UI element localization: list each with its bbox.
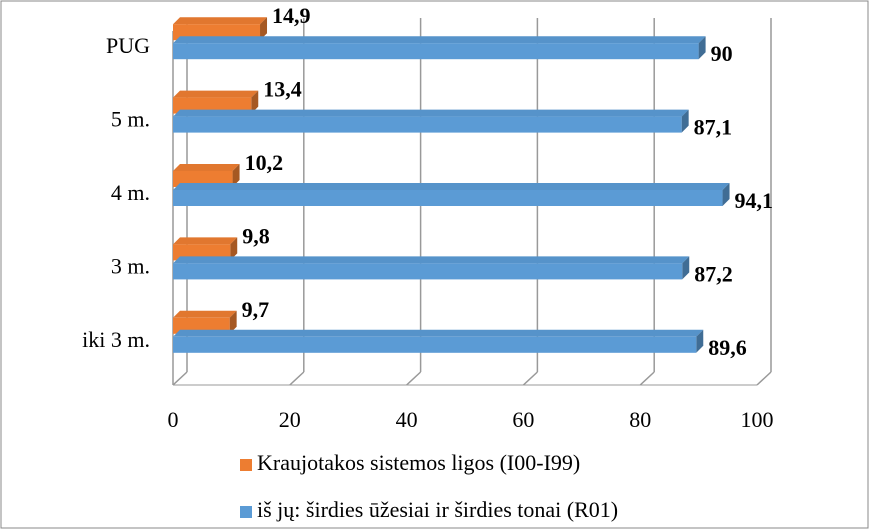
value-label: 87,1 <box>694 115 733 140</box>
value-label: 94,1 <box>735 188 774 213</box>
grid-line-floor <box>406 371 422 386</box>
value-label: 14,9 <box>272 3 311 28</box>
bar <box>173 116 682 133</box>
bar-side <box>232 164 240 187</box>
x-tick-label: 20 <box>279 407 301 432</box>
value-label: 89,6 <box>708 335 747 360</box>
legend-label: Kraujotakos sistemos ligos (I00-I99) <box>257 450 580 475</box>
y-tick-label: 3 m. <box>111 253 150 278</box>
bar-side <box>229 310 237 334</box>
grid-line-floor <box>289 371 305 386</box>
legend-swatch <box>240 506 252 518</box>
bar-side <box>696 329 704 353</box>
bar-top <box>173 310 237 318</box>
grid-line-floor <box>172 371 188 386</box>
grid-line-floor <box>522 371 538 386</box>
bar-top <box>173 36 706 44</box>
value-label: 9,8 <box>242 223 270 248</box>
value-label: 87,2 <box>694 261 733 286</box>
bar-top <box>173 164 240 171</box>
bar <box>173 263 683 280</box>
bar-side <box>251 90 259 114</box>
x-tick-label: 60 <box>512 407 534 432</box>
bar <box>173 190 723 206</box>
legend-label: iš jų: širdies ūžesiai ir širdies tonai … <box>257 497 618 522</box>
y-tick-label: 4 m. <box>111 180 150 205</box>
bar-side <box>698 36 706 60</box>
value-label: 9,7 <box>242 297 270 322</box>
bar-top <box>173 183 730 190</box>
grid-line-floor <box>639 371 655 386</box>
x-tick-label: 0 <box>168 407 179 432</box>
y-tick-label: iki 3 m. <box>82 327 150 352</box>
legend-swatch <box>240 459 252 471</box>
bar-top <box>173 109 689 117</box>
x-tick-label: 40 <box>396 407 418 432</box>
bar-side <box>260 17 268 41</box>
y-tick-label: PUG <box>106 33 150 58</box>
x-tick-label: 100 <box>741 407 774 432</box>
bar-top <box>173 237 238 245</box>
bar <box>173 43 699 60</box>
bar-side <box>722 183 730 206</box>
bar-top <box>173 17 268 25</box>
bar-side <box>681 109 689 133</box>
bar-top <box>173 256 690 264</box>
bar-top <box>173 329 704 337</box>
value-label: 10,2 <box>245 150 284 175</box>
x-tick-label: 80 <box>629 407 651 432</box>
grid-line-floor <box>756 371 772 386</box>
bar-side <box>230 237 238 261</box>
bar-top <box>173 90 259 98</box>
value-label: 90 <box>711 41 733 66</box>
bar-side <box>682 256 690 280</box>
value-label: 13,4 <box>263 77 302 102</box>
bar <box>173 336 697 353</box>
y-tick-label: 5 m. <box>111 107 150 132</box>
